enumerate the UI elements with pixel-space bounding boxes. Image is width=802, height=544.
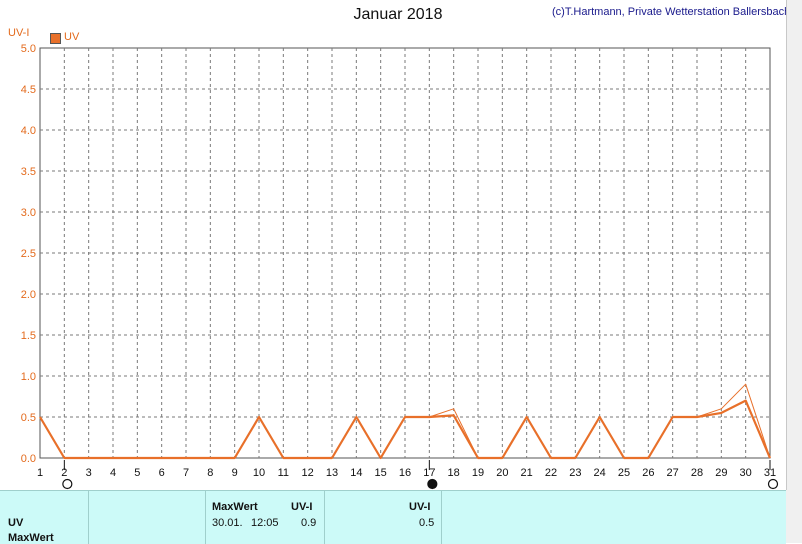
x-tick-label: 19 bbox=[472, 467, 484, 479]
y-tick-label: 1.0 bbox=[21, 371, 36, 383]
x-tick-label: 15 bbox=[375, 467, 387, 479]
x-tick-label: 25 bbox=[618, 467, 630, 479]
y-tick-label: 3.5 bbox=[21, 166, 36, 178]
y-tick-label: 2.0 bbox=[21, 289, 36, 301]
series-line-uv bbox=[39, 399, 772, 460]
x-tick-label: 4 bbox=[110, 467, 116, 479]
uvi-header: UV-I bbox=[291, 501, 313, 513]
avg-header: UV-I bbox=[409, 501, 431, 513]
maxwert-header: MaxWert bbox=[212, 501, 258, 513]
y-tick-label: 4.0 bbox=[21, 125, 36, 137]
x-tick-label: 12 bbox=[302, 467, 314, 479]
uv-chart: 0.00.51.01.52.02.53.03.54.04.55.01 2 3 4 5 6 7… bbox=[21, 43, 779, 490]
y-tick-label: 5.0 bbox=[21, 43, 36, 55]
x-tick-label: 1 bbox=[37, 467, 43, 479]
table-col-labels bbox=[0, 491, 89, 544]
x-tick-label: 9 bbox=[232, 467, 238, 479]
table-col-empty bbox=[88, 491, 206, 544]
max-value: 0.9 bbox=[301, 517, 317, 529]
x-tick-label: 30 bbox=[740, 467, 752, 479]
x-tick-label: 29 bbox=[715, 467, 727, 479]
max-date: 30.01. bbox=[212, 517, 243, 529]
x-tick-label: 13 bbox=[326, 467, 338, 479]
x-tick-label: 28 bbox=[691, 467, 703, 479]
x-tick-label: 21 bbox=[521, 467, 533, 479]
copyright-label: (c)T.Hartmann, Private Wetterstation Bal… bbox=[552, 6, 791, 18]
x-tick-label: 2 bbox=[61, 467, 67, 479]
x-tick-label: 26 bbox=[642, 467, 654, 479]
y-axis-unit-label: UV-I bbox=[8, 27, 30, 39]
full-moon-icon bbox=[767, 478, 779, 490]
x-tick-label: 22 bbox=[545, 467, 557, 479]
chart-title: Januar 2018 bbox=[353, 6, 443, 23]
x-tick-label: 20 bbox=[496, 467, 508, 479]
y-tick-label: 4.5 bbox=[21, 84, 36, 96]
x-tick-label: 11 bbox=[278, 467, 289, 479]
y-tick-label: 1.5 bbox=[21, 330, 36, 342]
new-moon-icon bbox=[427, 478, 438, 490]
x-tick-label: 14 bbox=[350, 467, 362, 479]
row-label-uv: UV bbox=[8, 517, 24, 529]
x-tick-label: 17 bbox=[423, 467, 435, 479]
summary-table: UV MaxWert MaxWert UV-I 30.01. 12:05 0.9… bbox=[0, 490, 786, 544]
x-tick-label: 18 bbox=[448, 467, 460, 479]
legend-label-uv: UV bbox=[64, 31, 80, 43]
y-tick-label: 3.0 bbox=[21, 207, 36, 219]
table-scrollbar[interactable] bbox=[786, 490, 802, 543]
x-tick-label: 8 bbox=[207, 467, 213, 479]
table-col-maxwert bbox=[205, 491, 325, 544]
x-tick-label: 3 bbox=[86, 467, 92, 479]
x-tick-label: 23 bbox=[569, 467, 581, 479]
x-tick-label: 5 bbox=[134, 467, 140, 479]
x-tick-label: 6 bbox=[159, 467, 165, 479]
x-tick-label: 31 bbox=[764, 467, 776, 479]
legend-swatch-uv bbox=[50, 33, 61, 44]
y-tick-label: 0.0 bbox=[21, 453, 36, 465]
x-tick-label: 16 bbox=[399, 467, 411, 479]
table-col-avg bbox=[324, 491, 442, 544]
x-tick-label: 27 bbox=[667, 467, 679, 479]
full-moon-icon bbox=[62, 478, 73, 490]
max-time: 12:05 bbox=[251, 517, 279, 529]
vertical-scrollbar[interactable] bbox=[786, 0, 802, 490]
avg-value: 0.5 bbox=[419, 517, 435, 529]
x-tick-label: 24 bbox=[594, 467, 606, 479]
x-tick-label: 10 bbox=[253, 467, 265, 479]
row-label-maxwert: MaxWert bbox=[8, 532, 54, 544]
y-tick-label: 2.5 bbox=[21, 248, 36, 260]
y-tick-label: 0.5 bbox=[21, 412, 36, 424]
x-tick-label: 7 bbox=[183, 467, 189, 479]
